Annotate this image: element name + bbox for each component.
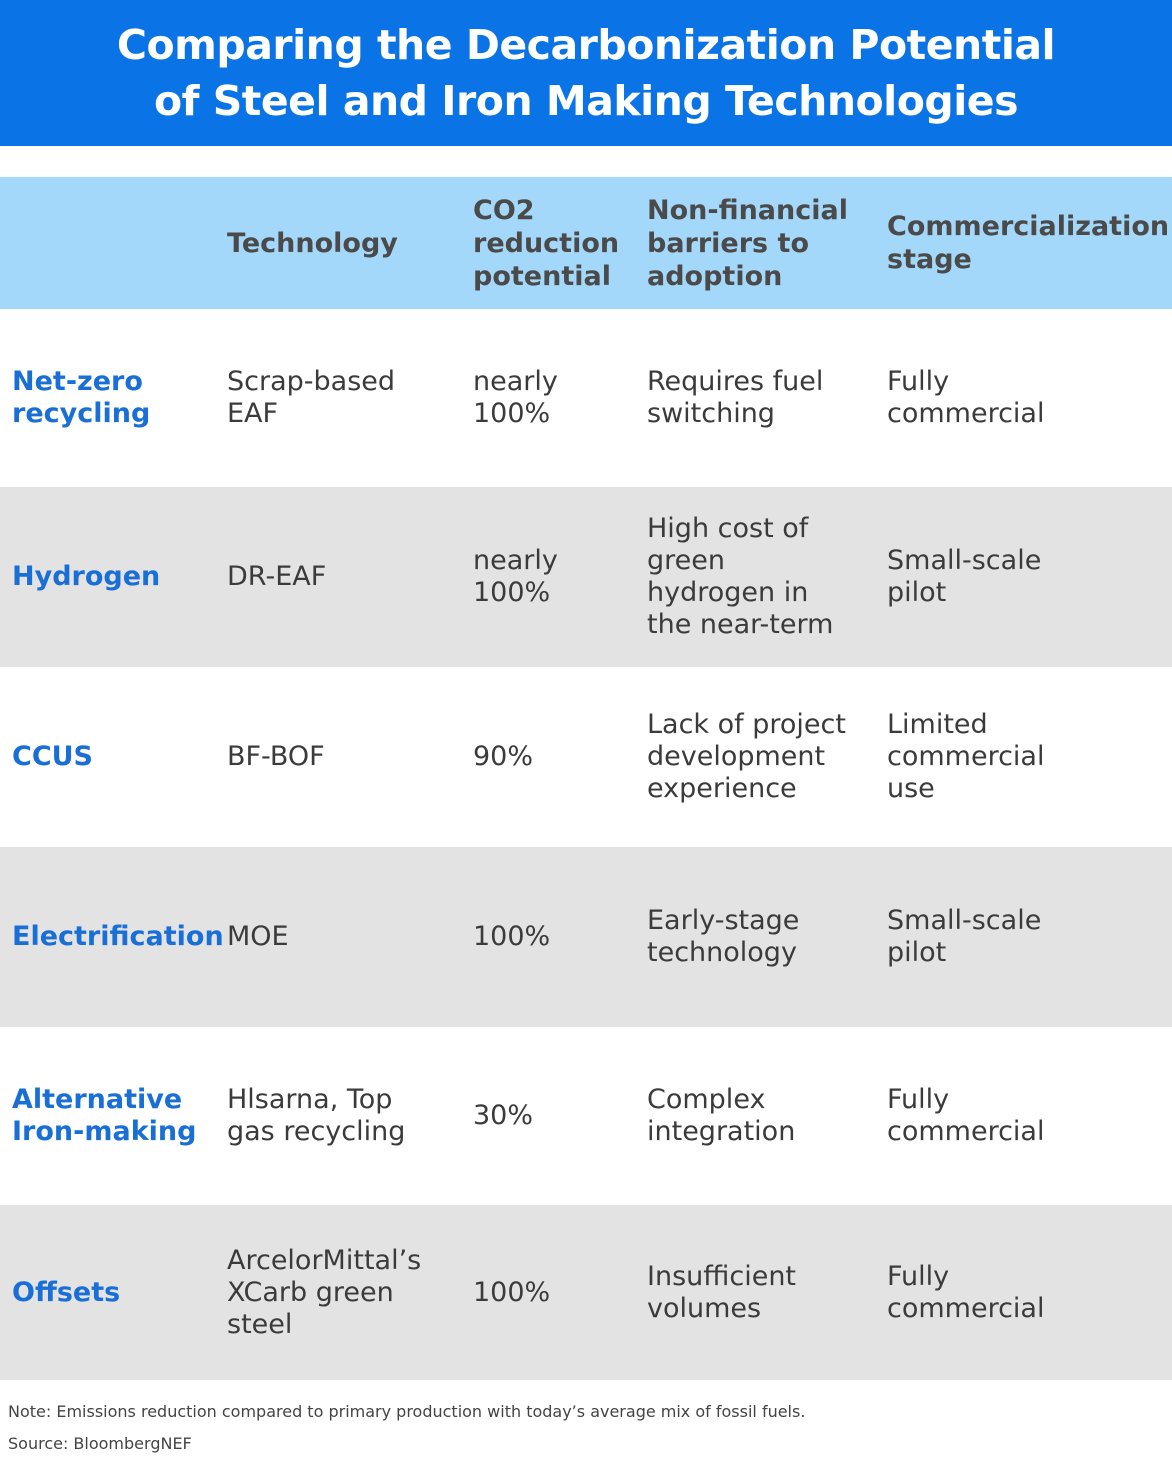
title-banner: Comparing the Decarbonization Potential …: [0, 0, 1172, 146]
row-category: Offsets: [12, 1276, 121, 1308]
row-category: Electrification: [12, 921, 224, 952]
row-stage: Fully commercial: [887, 1260, 1045, 1324]
row-technology: ArcelorMittal’s XCarb green steel: [227, 1244, 422, 1340]
row-stage: Limited commercial use: [887, 709, 1045, 804]
table-row: Offsets ArcelorMittal’s XCarb green stee…: [0, 1205, 1172, 1380]
row-reduction: 90%: [473, 741, 534, 772]
row-reduction: 100%: [473, 921, 551, 952]
table-row: Alternative Iron-making Hlsarna, Top gas…: [0, 1027, 1172, 1205]
title-line-2: of Steel and Iron Making Technologies: [153, 77, 1019, 125]
header-co2-reduction: CO2 reduction potential: [473, 194, 620, 292]
row-stage: Small-scale pilot: [887, 545, 1042, 608]
row-barriers: Insufficient volumes: [647, 1260, 797, 1324]
footnote: Note: Emissions reduction compared to pr…: [8, 1402, 806, 1421]
row-barriers: Lack of project development experience: [647, 709, 846, 804]
row-technology: MOE: [227, 921, 289, 952]
row-stage: Fully commercial: [887, 1084, 1045, 1147]
row-barriers: Complex integration: [647, 1084, 796, 1147]
row-category: Net-zero recycling: [12, 366, 151, 429]
row-reduction: 30%: [473, 1100, 534, 1131]
row-technology: DR-EAF: [227, 561, 327, 592]
header-barriers: Non-financial barriers to adoption: [647, 194, 848, 292]
title-line-1: Comparing the Decarbonization Potential: [116, 21, 1056, 69]
row-technology: Hlsarna, Top gas recycling: [227, 1084, 406, 1147]
row-reduction: nearly 100%: [473, 545, 558, 608]
row-category: Hydrogen: [12, 561, 161, 592]
row-stage: Small-scale pilot: [887, 905, 1042, 968]
table-row: Electrification MOE 100% Early-stage tec…: [0, 847, 1172, 1027]
row-reduction: 100%: [473, 1276, 551, 1308]
row-barriers: Early-stage technology: [647, 905, 800, 968]
table-row: Hydrogen DR-EAF nearly 100% High cost of…: [0, 487, 1172, 667]
row-barriers: High cost of green hydrogen in the near-…: [647, 513, 834, 640]
source-line: Source: BloombergNEF: [8, 1434, 192, 1453]
header-stage: Commercialization stage: [887, 211, 1170, 275]
row-stage: Fully commercial: [887, 366, 1045, 429]
row-technology: BF-BOF: [227, 741, 325, 772]
row-category: CCUS: [12, 741, 93, 772]
row-barriers: Requires fuel switching: [647, 366, 824, 429]
table-row: CCUS BF-BOF 90% Lack of project developm…: [0, 667, 1172, 847]
row-reduction: nearly 100%: [473, 366, 558, 429]
header-category: [12, 177, 217, 309]
row-category: Alternative Iron-making: [12, 1084, 197, 1147]
header-technology: Technology: [227, 227, 398, 259]
table-row: Net-zero recycling Scrap-based EAF nearl…: [0, 309, 1172, 487]
row-technology: Scrap-based EAF: [227, 366, 396, 429]
table-header-row: Technology CO2 reduction potential Non-f…: [0, 177, 1172, 309]
